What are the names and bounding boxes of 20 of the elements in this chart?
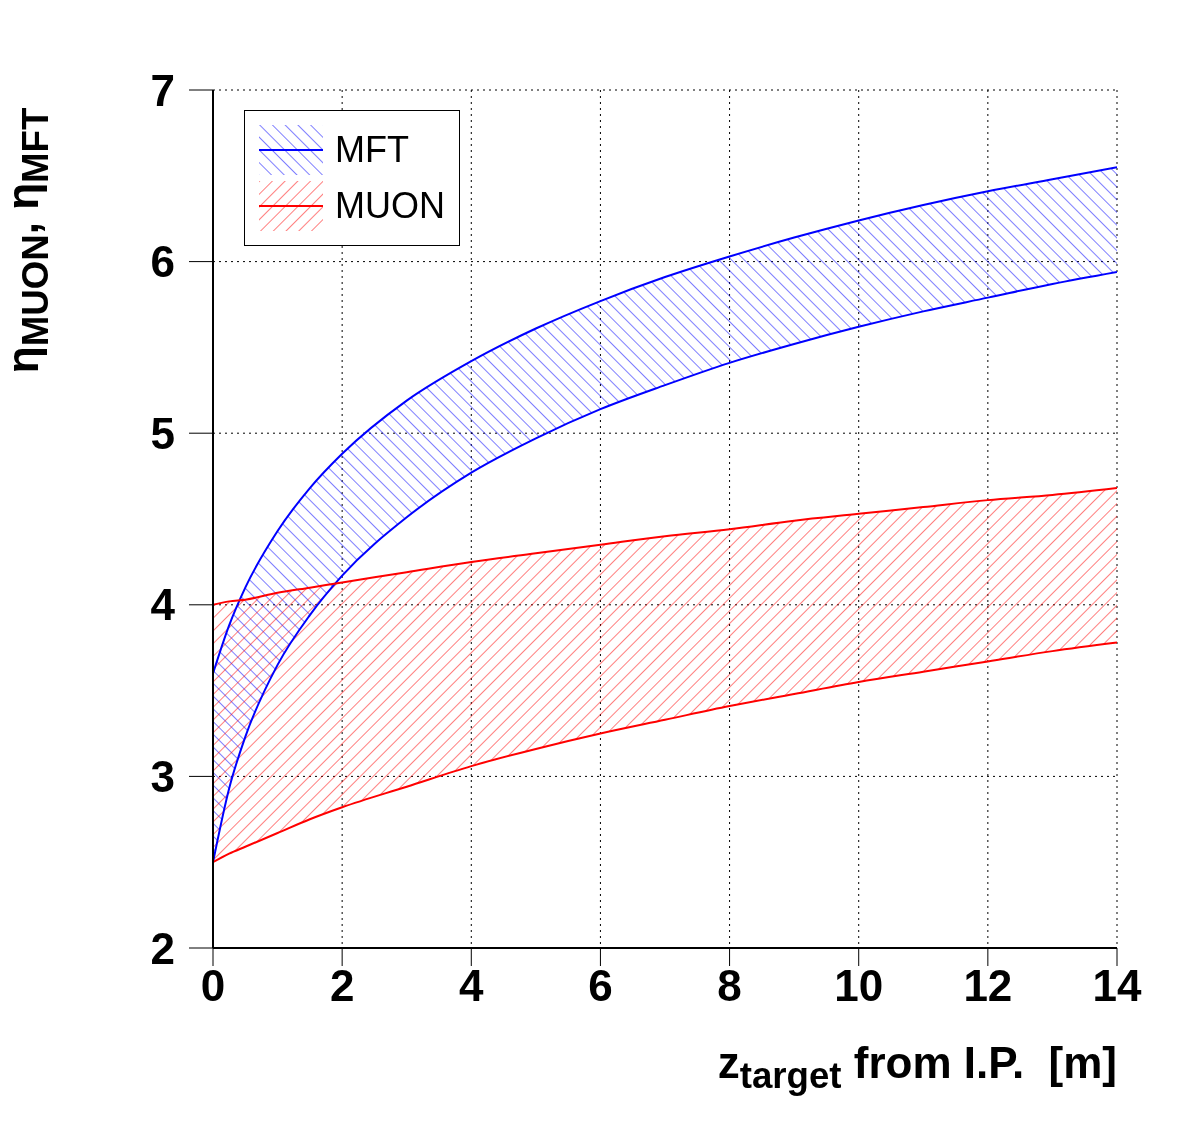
- line-series: [213, 487, 1117, 606]
- y-tick-label: 3: [150, 752, 175, 802]
- x-tick-label: 10: [834, 961, 884, 1011]
- y-tick-label: 2: [150, 923, 175, 973]
- y-tick-label: 6: [150, 237, 175, 287]
- x-tick-label: 14: [1092, 961, 1142, 1011]
- x-tick-label: 8: [717, 961, 742, 1011]
- y-tick-label: 4: [150, 580, 176, 630]
- line-series: [213, 166, 1117, 675]
- y-tick-label: 7: [150, 65, 175, 115]
- x-axis-title: z$_{target}$ from I.P. [m]: [717, 1038, 1117, 1097]
- legend-label: MUON: [335, 185, 445, 227]
- x-tick-label: 4: [459, 961, 485, 1011]
- x-tick-label: 6: [588, 961, 613, 1011]
- y-tick-label: 5: [150, 408, 175, 458]
- x-tick-label: 2: [329, 961, 355, 1011]
- line-series: [213, 641, 1117, 864]
- legend-label: MFT: [335, 129, 409, 171]
- x-tick-label: 0: [200, 961, 226, 1011]
- x-tick-label: 12: [963, 961, 1013, 1011]
